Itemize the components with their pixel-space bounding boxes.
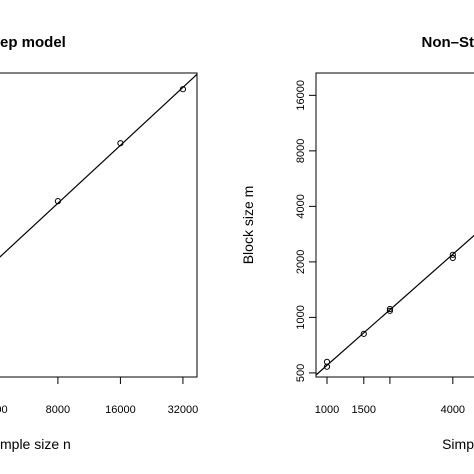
y-tick-label: 16000 bbox=[295, 80, 307, 111]
y-tick-label: 4000 bbox=[295, 194, 307, 218]
plot-frame bbox=[315, 72, 474, 378]
data-point bbox=[323, 363, 331, 370]
x-tick-label: 4000 bbox=[441, 404, 465, 416]
fit-line bbox=[0, 73, 198, 258]
data-point bbox=[449, 254, 456, 262]
y-tick-label: 500 bbox=[295, 364, 307, 382]
y-axis-label: Block size m bbox=[240, 186, 256, 265]
chart-title: ep model bbox=[0, 34, 66, 51]
data-point bbox=[386, 305, 394, 313]
chart-title: Non–St bbox=[422, 34, 474, 51]
x-tick-label: 1500 bbox=[352, 404, 376, 416]
x-axis-label: Simp bbox=[442, 436, 474, 452]
data-point bbox=[360, 330, 367, 337]
x-tick-label: 1000 bbox=[315, 404, 339, 416]
x-tick-label: 16000 bbox=[105, 404, 136, 416]
x-axis-label: mple size n bbox=[0, 436, 71, 452]
y-tick-label: 2000 bbox=[295, 250, 307, 274]
y-tick-label: 1000 bbox=[295, 305, 307, 329]
y-tick-label: 8000 bbox=[295, 139, 307, 163]
x-tick-label: 4000 bbox=[0, 404, 8, 416]
x-tick-label: 8000 bbox=[46, 404, 70, 416]
fit-line bbox=[315, 234, 474, 376]
data-point bbox=[386, 307, 394, 314]
data-point bbox=[449, 251, 456, 258]
plot-frame bbox=[0, 72, 198, 378]
x-tick-label: 32000 bbox=[168, 404, 199, 416]
